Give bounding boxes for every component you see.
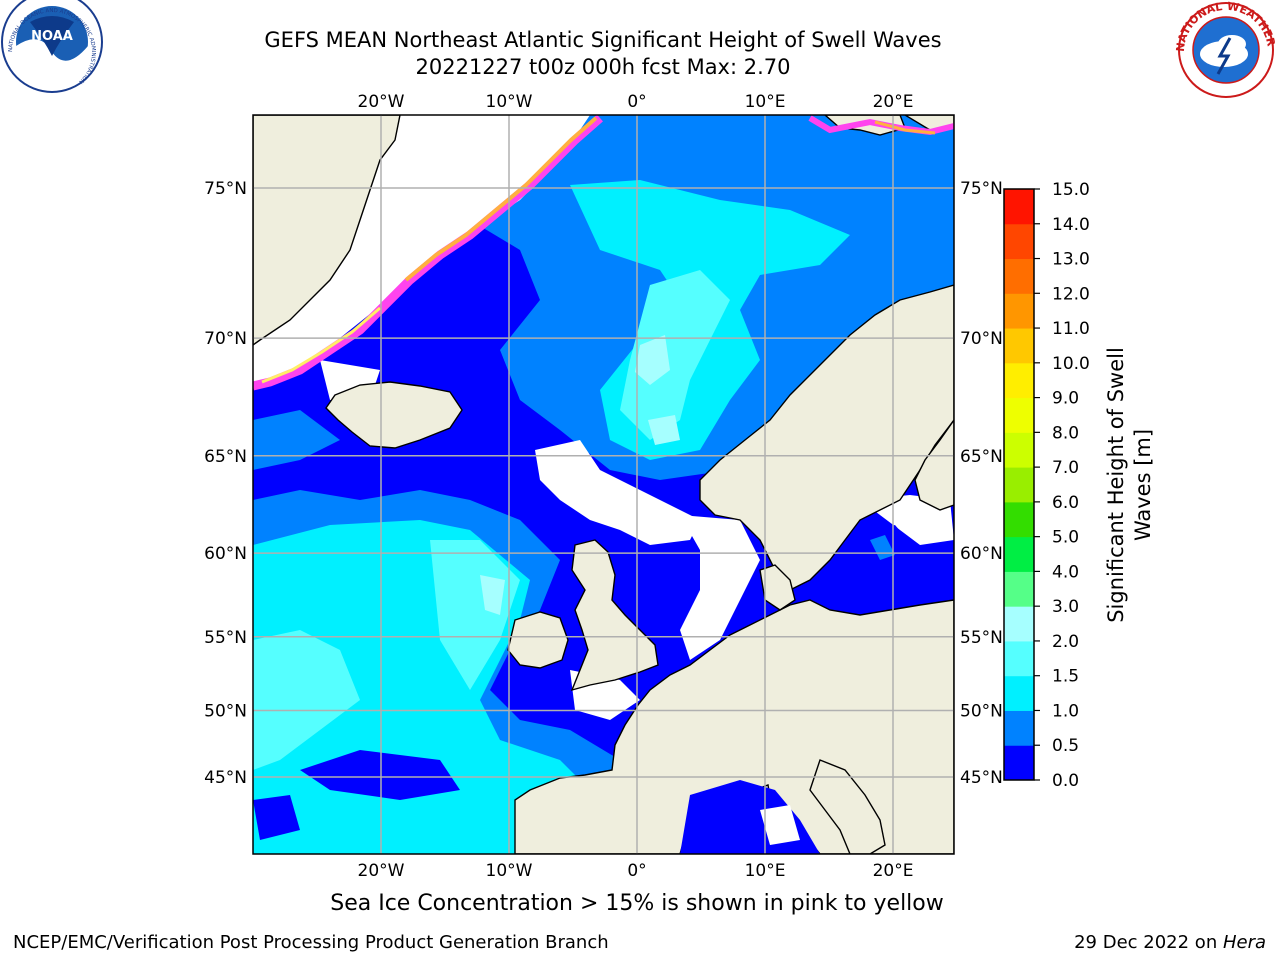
footer-date-text: 29 Dec 2022 on (1074, 932, 1223, 953)
colorbar-tick-label-10: 8.0 (1052, 423, 1079, 443)
lon-label-bottom-1: 10°W (486, 861, 533, 881)
colorbar-tick-label-15: 13.0 (1052, 250, 1090, 270)
colorbar-tick-label-12: 10.0 (1052, 354, 1090, 374)
lon-label-top-3: 10°E (745, 92, 786, 112)
lat-label-left-1: 70°N (204, 329, 247, 349)
land-greenland (253, 115, 401, 346)
colorbar-segment-13 (1004, 293, 1034, 329)
colorbar-segment-10 (1004, 397, 1034, 433)
map-tick-labels: 20°W 20°W 10°W 10°W 0° 0° 10°E 10°E 20°E 20°E 75°N… (204, 92, 1003, 881)
land-masses (253, 115, 954, 854)
colorbar-tick-label-13: 11.0 (1052, 319, 1090, 339)
lat-label-right-1: 70°N (960, 329, 1003, 349)
lon-label-top-4: 20°E (873, 92, 914, 112)
colorbar-tick-label-8: 6.0 (1052, 493, 1079, 513)
colorbar-segment-16 (1004, 189, 1034, 225)
land-iceland (325, 381, 463, 449)
noaa-logo-text: NOAA (31, 29, 73, 44)
lat-label-left-6: 45°N (204, 768, 247, 788)
noaa-logo: NOAA NATIONAL OCEANIC AND ATMOSPHERIC AD… (1, 0, 103, 93)
lat-label-left-3: 60°N (204, 544, 247, 564)
colorbar-tick-label-9: 7.0 (1052, 458, 1079, 478)
map-area (253, 115, 954, 854)
colorbar-segment-14 (1004, 258, 1034, 294)
land-scandinavia (699, 284, 954, 591)
land-italy (809, 759, 886, 854)
colorbar-segment-2 (1004, 675, 1034, 711)
lat-label-right-4: 55°N (960, 628, 1003, 648)
lat-label-left-5: 50°N (204, 702, 247, 722)
mediterranean-sea (680, 780, 820, 854)
colorbar-tick-label-2: 1.0 (1052, 701, 1079, 721)
colorbar-segment-9 (1004, 432, 1034, 468)
colorbar-segment-0 (1004, 745, 1034, 781)
lon-label-top-2: 0° (627, 92, 646, 112)
lon-label-bottom-4: 20°E (873, 861, 914, 881)
colorbar-segment-6 (1004, 536, 1034, 572)
land-ireland (507, 611, 569, 669)
colorbar-segment-11 (1004, 362, 1034, 399)
lon-label-top-1: 10°W (486, 92, 533, 112)
colorbar-segment-4 (1004, 606, 1034, 642)
colorbar-tick-label-3: 1.5 (1052, 667, 1079, 687)
svg-text:NATIONAL WEATHER SERVICE: NATIONAL WEATHER SERVICE (0, 0, 1278, 52)
swell-2.0-2.5 (480, 335, 680, 615)
lat-label-right-6: 45°N (960, 768, 1003, 788)
colorbar-segment-8 (1004, 467, 1034, 503)
colorbar-tick-label-5: 3.0 (1052, 597, 1079, 617)
sea-ice-note: Sea Ice Concentration > 15% is shown in … (330, 891, 944, 916)
lon-label-bottom-3: 10°E (745, 861, 786, 881)
lon-label-top-0: 20°W (358, 92, 405, 112)
colorbar-segment-1 (1004, 710, 1034, 746)
lat-label-left-2: 65°N (204, 447, 247, 467)
lat-label-left-0: 75°N (204, 179, 247, 199)
swell-low-patches (253, 750, 460, 840)
footer-machine: Hera (1222, 932, 1266, 953)
colorbar: 0.0 0.5 1.0 1.5 2.0 3.0 4.0 5.0 6.0 7.0 8.0 9.0 10.0… (1003, 180, 1090, 791)
colorbar-label-line2: Waves [m] (1131, 429, 1155, 541)
colorbar-segment-12 (1004, 328, 1034, 364)
colorbar-tick-label-1: 0.5 (1052, 736, 1079, 756)
colorbar-segment-3 (1004, 640, 1034, 677)
footer-date: 29 Dec 2022 on Hera (1074, 932, 1266, 953)
lat-label-right-0: 75°N (960, 179, 1003, 199)
colorbar-label-line1: Significant Height of Swell (1104, 347, 1128, 623)
lat-label-right-3: 60°N (960, 544, 1003, 564)
swell-1.5-2.0 (253, 270, 730, 770)
colorbar-segment-5 (1004, 571, 1034, 607)
colorbar-tick-label-7: 5.0 (1052, 528, 1079, 548)
nws-logo-ring-text: NATIONAL WEATHER SERVICE (0, 0, 1278, 52)
colorbar-tick-label-4: 2.0 (1052, 632, 1079, 652)
lat-label-right-2: 65°N (960, 447, 1003, 467)
colorbar-tick-label-17: 15.0 (1052, 180, 1090, 200)
colorbar-frame (1003, 188, 1035, 781)
map-gridlines (253, 115, 954, 854)
map-frame (252, 114, 955, 855)
lat-label-left-4: 55°N (204, 628, 247, 648)
colorbar-tick-label-16: 14.0 (1052, 215, 1090, 235)
colorbar-tick-label-0: 0.0 (1052, 771, 1079, 791)
map-title: GEFS MEAN Northeast Atlantic Significant… (264, 28, 942, 52)
colorbar-tick-label-14: 12.0 (1052, 284, 1090, 304)
colorbar-tick-label-11: 9.0 (1052, 389, 1079, 409)
lon-label-bottom-2: 0° (627, 861, 646, 881)
footer-credit: NCEP/EMC/Verification Post Processing Pr… (13, 932, 609, 953)
colorbar-segment-7 (1004, 501, 1034, 538)
map-subtitle: 20221227 t00z 000h fcst Max: 2.70 (415, 55, 791, 79)
lon-label-bottom-0: 20°W (358, 861, 405, 881)
colorbar-segment-15 (1004, 223, 1034, 260)
lat-label-right-5: 50°N (960, 702, 1003, 722)
colorbar-tick-label-6: 4.0 (1052, 562, 1079, 582)
nws-logo: NATIONAL WEATHER SERVICE (0, 0, 1278, 98)
sea-ice-edge (253, 115, 954, 391)
